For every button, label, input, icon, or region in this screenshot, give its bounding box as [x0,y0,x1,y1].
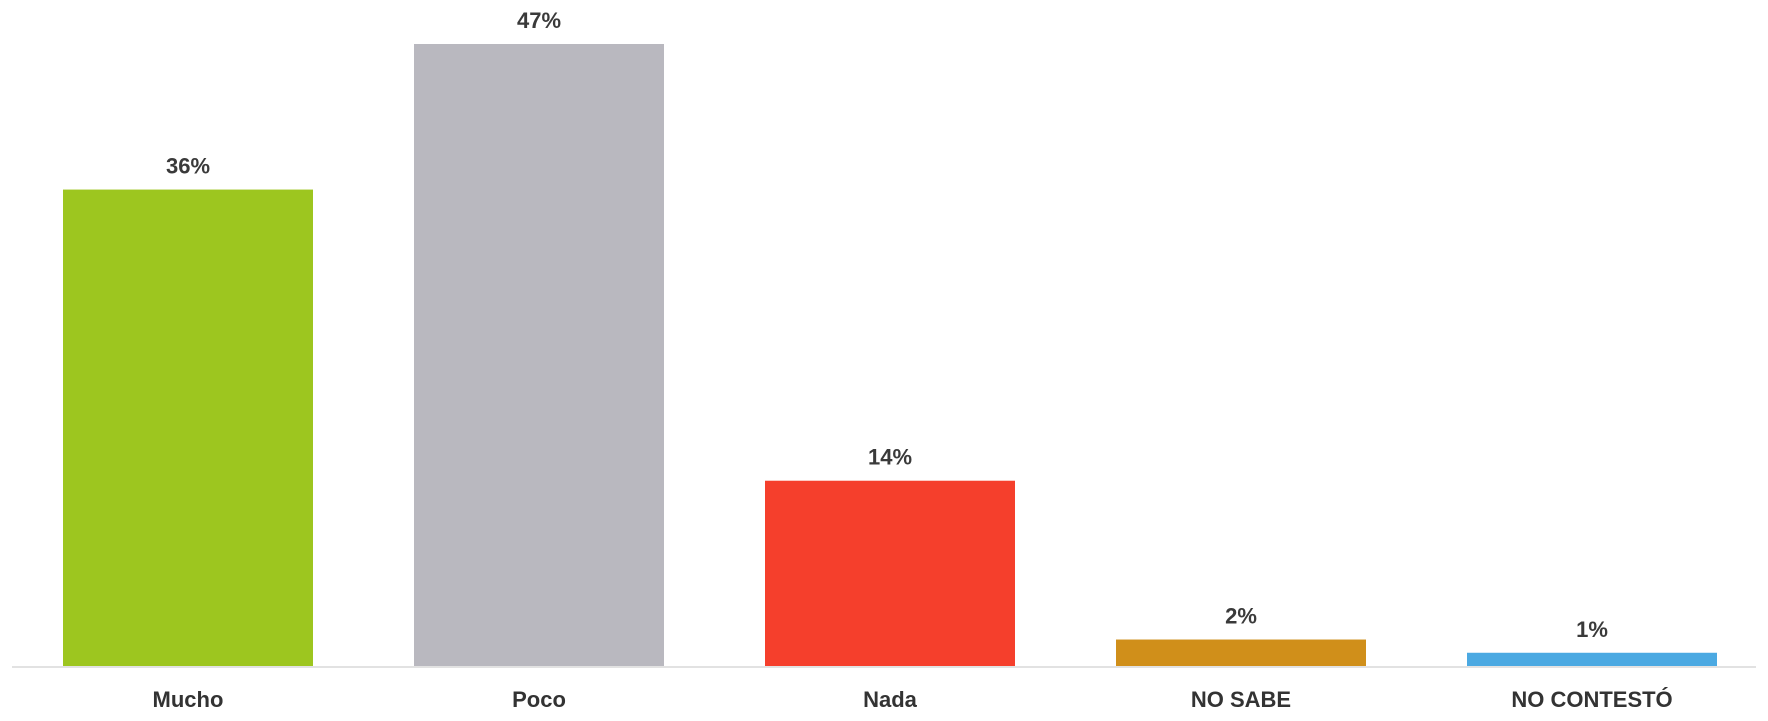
bar-no-contest- [1467,652,1717,666]
value-labels-group: 36% 47% 14% 2% 1% [166,8,1608,642]
bar-no-sabe [1116,639,1366,666]
data-label: 36% [166,154,210,179]
category-label: NO SABE [1191,687,1291,712]
category-label: Poco [512,687,566,712]
data-label: 14% [868,445,912,470]
bar-nada [765,480,1015,666]
data-label: 2% [1225,604,1257,629]
category-labels-group: Mucho Poco Nada NO SABE NO CONTESTÓ [153,687,1673,712]
data-label: 1% [1576,617,1608,642]
bar-poco [414,44,664,666]
bars-group [63,44,1717,666]
bar-mucho [63,189,313,666]
category-label: Mucho [153,687,224,712]
data-label: 47% [517,8,561,33]
category-label: Nada [863,687,918,712]
category-label: NO CONTESTÓ [1511,687,1672,712]
